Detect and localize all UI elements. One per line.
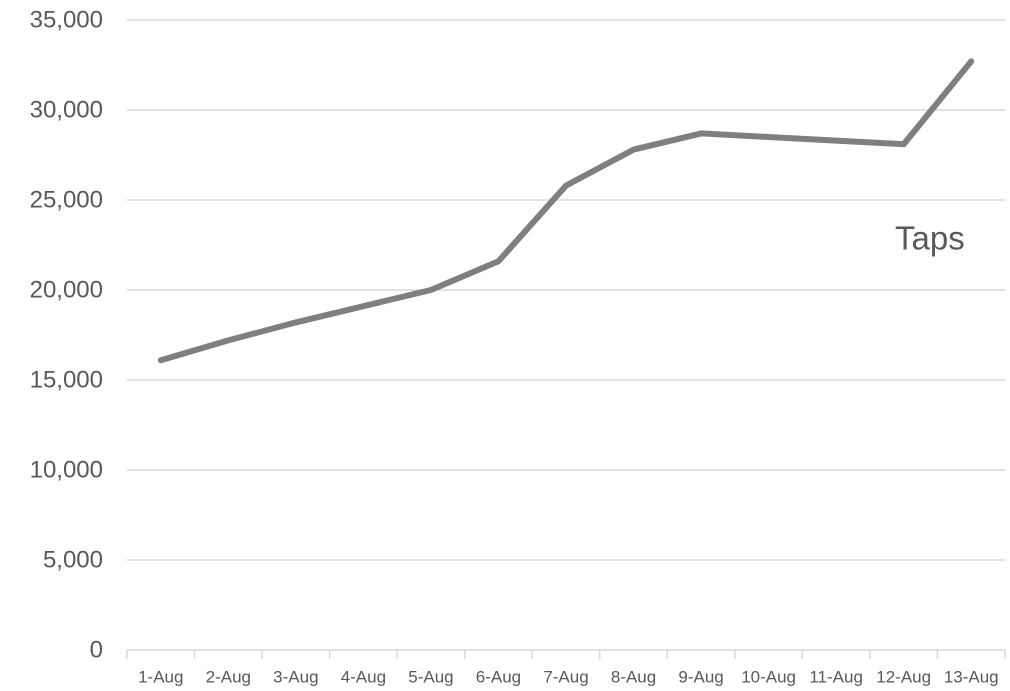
x-tick-label: 13-Aug <box>944 668 999 687</box>
series-label: Taps <box>895 220 965 257</box>
x-tick-label: 8-Aug <box>611 668 656 687</box>
x-tick-label: 6-Aug <box>476 668 521 687</box>
x-tick-label: 11-Aug <box>809 668 863 687</box>
y-tick-label: 20,000 <box>30 277 103 304</box>
y-axis-labels: 0 5,000 10,000 15,000 20,000 25,000 30,000 35,0… <box>30 7 103 664</box>
y-tick-label: 5,000 <box>43 547 103 574</box>
x-tick-label: 10-Aug <box>741 668 796 687</box>
series-line <box>157 58 975 364</box>
y-tick-label: 30,000 <box>30 97 103 124</box>
x-tick-label: 7-Aug <box>543 668 588 687</box>
x-tick-label: 4-Aug <box>341 668 386 687</box>
x-axis <box>126 649 1006 659</box>
x-tick-label: 3-Aug <box>273 668 318 687</box>
x-tick-label: 2-Aug <box>206 668 251 687</box>
series-layer: Taps <box>157 58 975 364</box>
y-tick-label: 0 <box>90 637 103 664</box>
y-tick-label: 10,000 <box>30 457 103 484</box>
x-tick-label: 5-Aug <box>408 668 453 687</box>
x-tick-label: 1-Aug <box>138 668 183 687</box>
y-tick-label: 35,000 <box>30 7 103 34</box>
y-tick-label: 15,000 <box>30 367 103 394</box>
x-tick-label: 9-Aug <box>678 668 723 687</box>
x-axis-labels: 1-Aug 2-Aug 3-Aug 4-Aug 5-Aug 6-Aug 7-Aug 8-Aug… <box>138 668 999 687</box>
gridlines <box>127 19 1005 561</box>
x-tick-label: 12-Aug <box>876 668 931 687</box>
y-tick-label: 25,000 <box>30 187 103 214</box>
